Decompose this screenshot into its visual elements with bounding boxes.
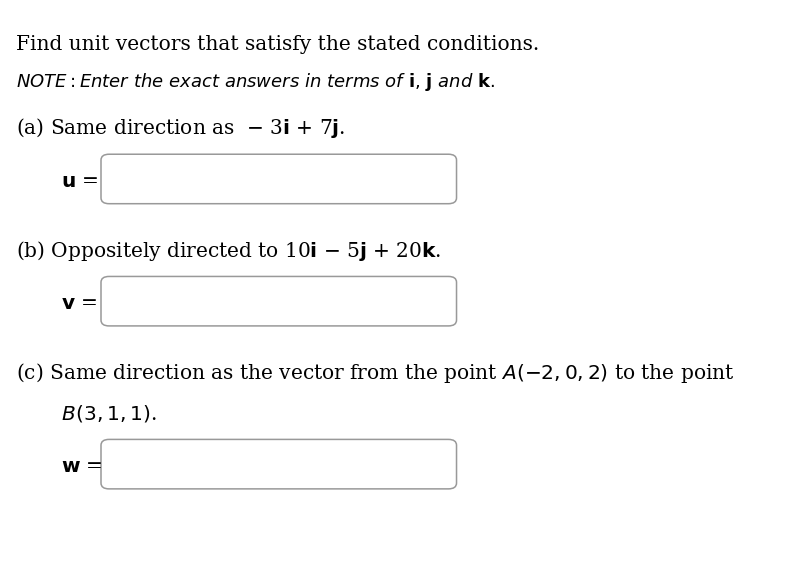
FancyBboxPatch shape bbox=[101, 276, 457, 326]
Text: $\mathbf{w}$ =: $\mathbf{w}$ = bbox=[61, 457, 103, 476]
FancyBboxPatch shape bbox=[101, 439, 457, 489]
Text: $B(3, 1, 1)$.: $B(3, 1, 1)$. bbox=[36, 403, 157, 424]
Text: Find unit vectors that satisfy the stated conditions.: Find unit vectors that satisfy the state… bbox=[16, 35, 540, 54]
FancyBboxPatch shape bbox=[101, 154, 457, 204]
Text: $\mathbf{v}$ =: $\mathbf{v}$ = bbox=[61, 294, 97, 313]
Text: (c) Same direction as the vector from the point $A(-2, 0, 2)$ to the point: (c) Same direction as the vector from th… bbox=[16, 361, 734, 385]
Text: $\it{NOTE: Enter\ the\ exact\ answers\ in\ terms\ of\ }$$\mathbf{i}$$\it{,}$ $\m: $\it{NOTE: Enter\ the\ exact\ answers\ i… bbox=[16, 71, 495, 93]
Text: (b) Oppositely directed to 10$\mathbf{i}$ $-$ 5$\mathbf{j}$ + 20$\mathbf{k}$.: (b) Oppositely directed to 10$\mathbf{i}… bbox=[16, 239, 441, 262]
Text: (a) Same direction as  $-$ 3$\mathbf{i}$ + 7$\mathbf{j}$.: (a) Same direction as $-$ 3$\mathbf{i}$ … bbox=[16, 116, 346, 140]
Text: $\mathbf{u}$ =: $\mathbf{u}$ = bbox=[61, 172, 98, 191]
